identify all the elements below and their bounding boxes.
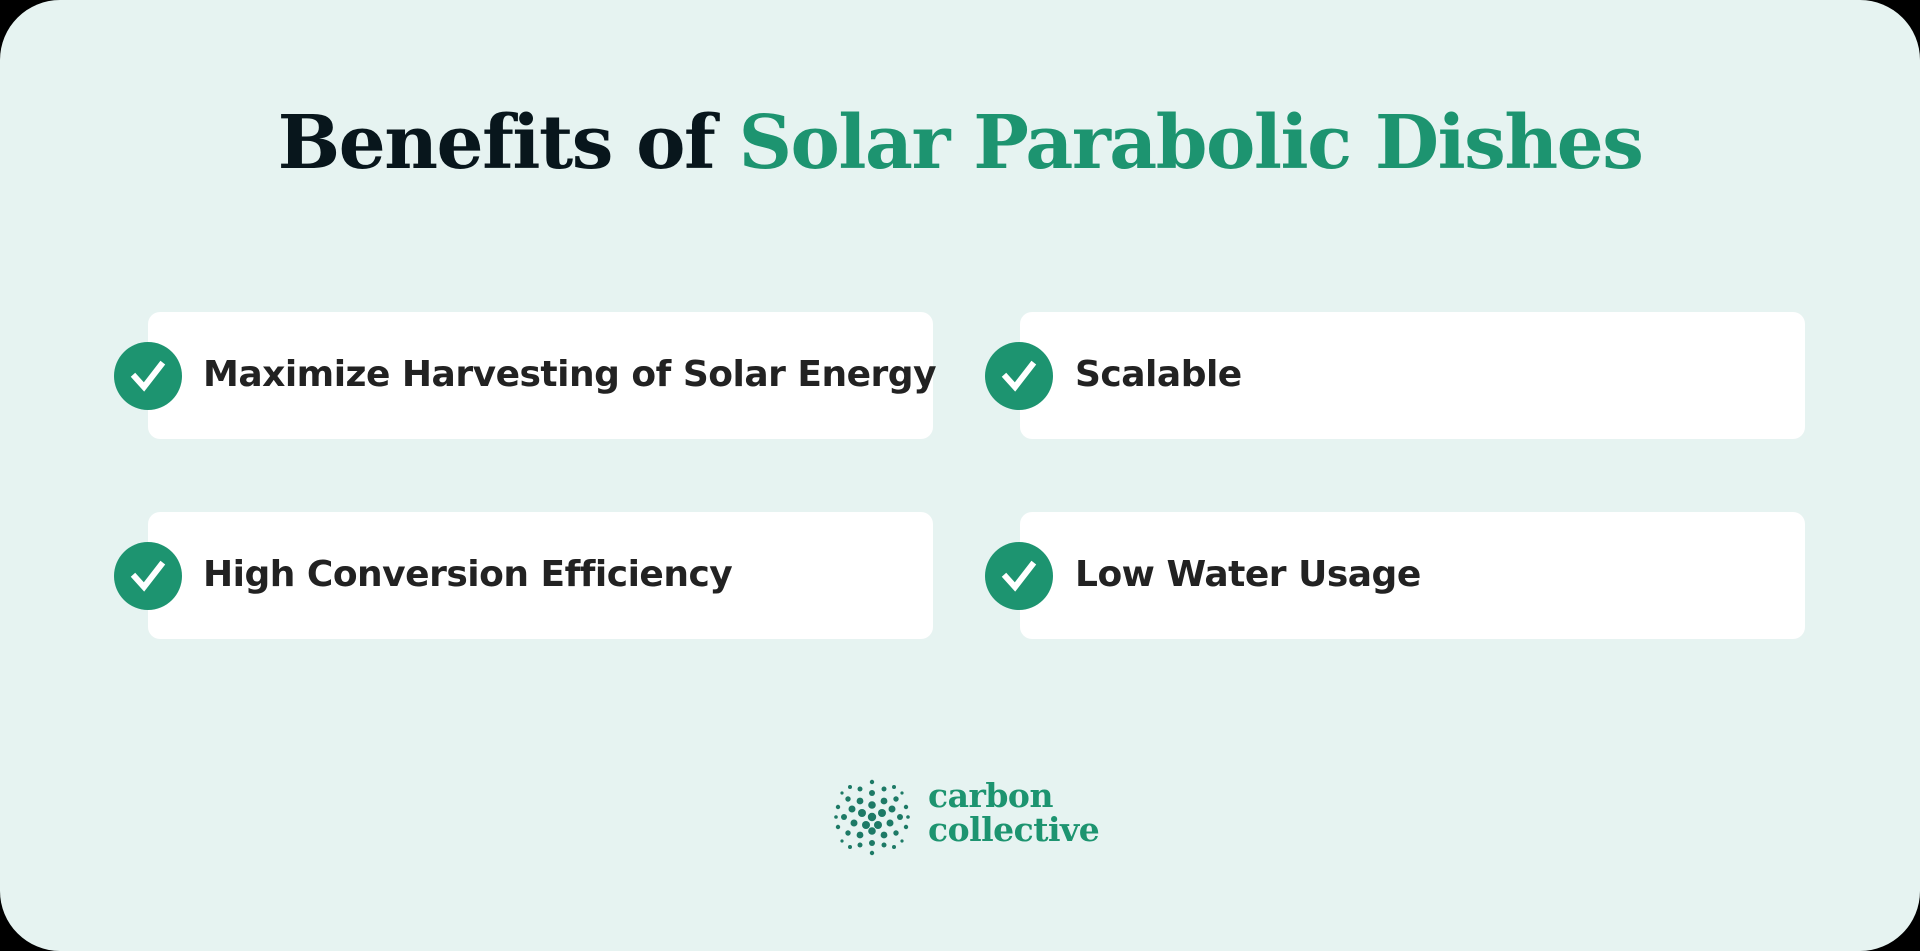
check-circle-icon: [114, 342, 182, 410]
page-title: Benefits of Solar Parabolic Dishes: [0, 100, 1920, 186]
benefit-card: [148, 312, 933, 439]
check-circle-icon: [985, 342, 1053, 410]
benefit-label: High Conversion Efficiency: [203, 554, 733, 595]
check-circle-icon: [114, 542, 182, 610]
title-prefix: Benefits of: [277, 100, 739, 186]
title-highlight: Solar Parabolic Dishes: [738, 100, 1644, 186]
logo-line-collective: collective: [928, 810, 1100, 849]
benefit-label: Low Water Usage: [1075, 554, 1421, 595]
carbon-collective-logo: carbon collective: [828, 775, 1100, 860]
benefit-card: [148, 512, 933, 639]
benefit-card: [1020, 512, 1805, 639]
benefit-card: [1020, 312, 1805, 439]
benefit-label: Scalable: [1075, 354, 1242, 395]
dotted-sphere-icon: [834, 779, 910, 856]
benefit-label: Maximize Harvesting of Solar Energy: [203, 354, 937, 395]
check-circle-icon: [985, 542, 1053, 610]
logo-line-carbon: carbon: [928, 776, 1053, 815]
